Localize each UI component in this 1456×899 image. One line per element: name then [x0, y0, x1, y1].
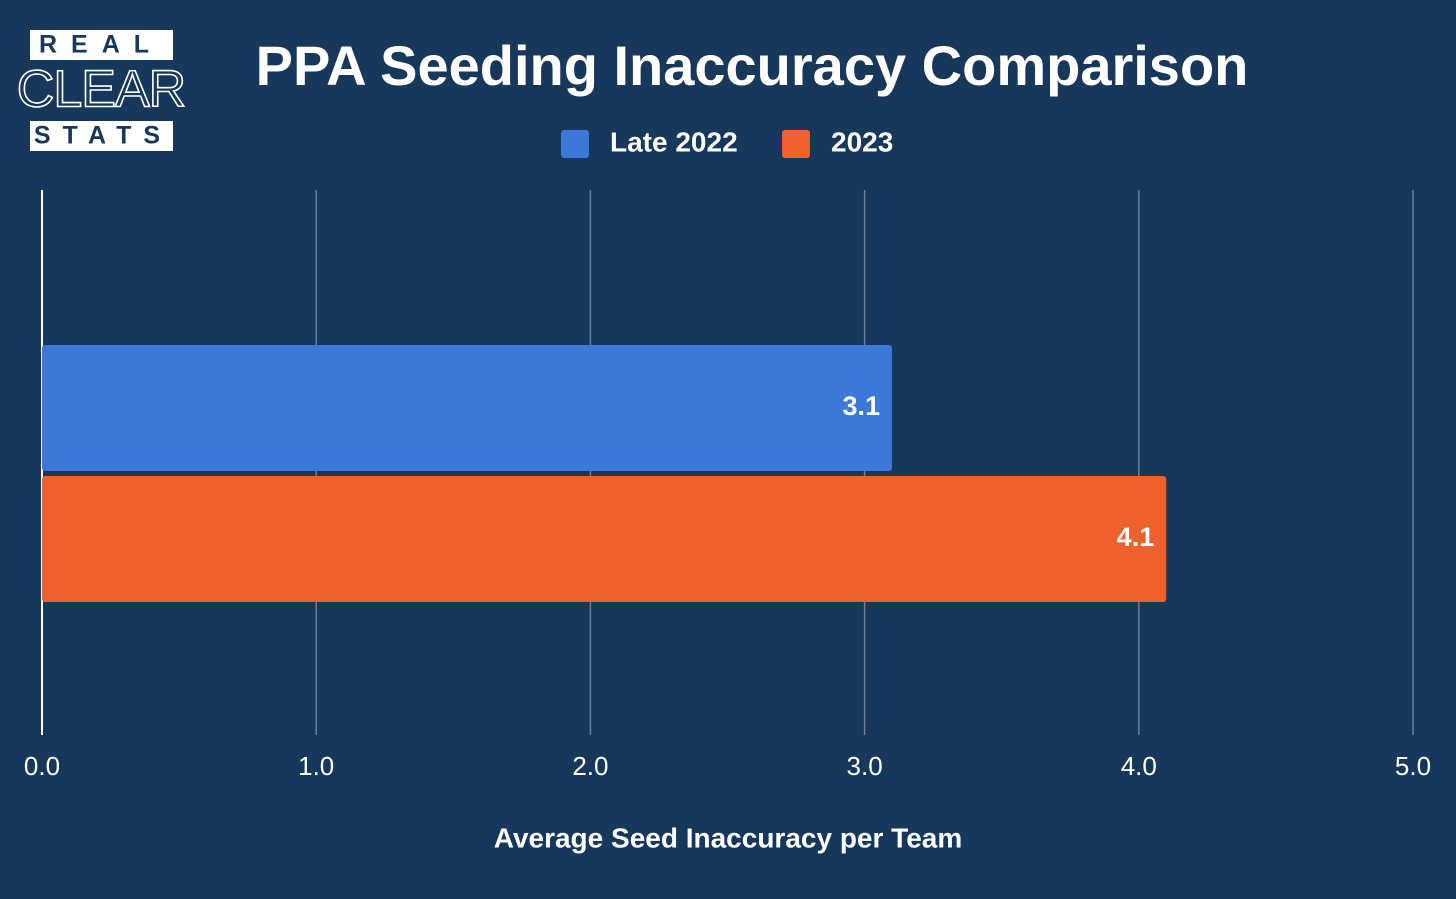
x-tick-label: 4.0	[1121, 751, 1157, 781]
logo-box	[30, 30, 173, 60]
logo-text: STATS	[34, 122, 172, 150]
bar	[42, 476, 1167, 602]
logo: REAL CLEAR STATS	[16, 30, 187, 151]
data-label: 4.1	[1117, 522, 1155, 552]
logo-box	[30, 121, 173, 151]
x-axis-title: Average Seed Inaccuracy per Team	[494, 822, 962, 853]
legend-swatch	[561, 130, 589, 158]
chart-title: PPA Seeding Inaccuracy Comparison	[256, 34, 1249, 97]
x-tick-label: 1.0	[298, 751, 334, 781]
x-tick-label: 3.0	[847, 751, 883, 781]
x-tick-label: 2.0	[572, 751, 608, 781]
legend-swatch	[782, 130, 810, 158]
logo-text: REAL	[39, 31, 163, 59]
legend-label: Late 2022	[610, 126, 738, 157]
logo-text: CLEAR	[17, 61, 185, 119]
x-tick-label: 5.0	[1395, 751, 1431, 781]
data-label: 3.1	[842, 391, 880, 421]
legend-label: 2023	[831, 126, 893, 157]
bar	[42, 345, 893, 471]
x-tick-label: 0.0	[24, 751, 60, 781]
